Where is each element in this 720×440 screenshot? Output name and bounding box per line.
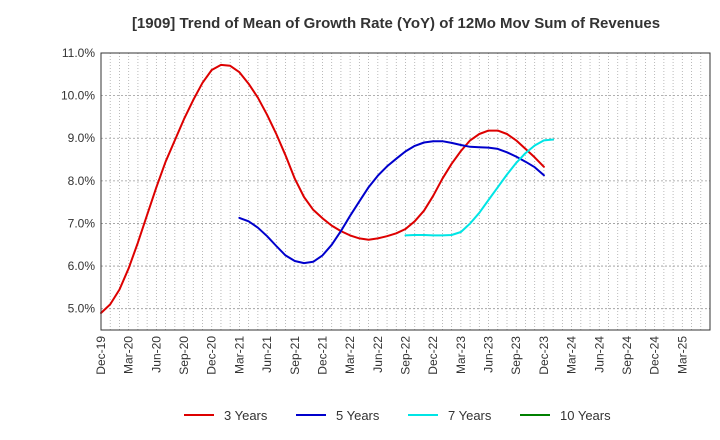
x-tick-label: Sep-23 — [509, 336, 523, 375]
x-axis-ticks: Dec-19 Mar-20 Jun-20 Sep-20 Dec-20 Mar-21 Jun-… — [94, 336, 689, 375]
gridlines — [101, 53, 710, 330]
series-line-7-years — [404, 138, 555, 237]
x-tick-label: Sep-20 — [177, 336, 191, 375]
legend-label: 3 Years — [224, 408, 268, 423]
y-axis-ticks: 5.0% 6.0% 7.0% 8.0% 9.0% 10.0% 11.0% — [61, 46, 95, 316]
x-tick-label: Dec-23 — [537, 336, 551, 375]
plot-border — [100, 52, 711, 331]
x-tick-label: Mar-25 — [675, 336, 689, 374]
legend-label: 7 Years — [448, 408, 492, 423]
x-tick-label: Jun-21 — [260, 336, 274, 373]
x-tick-label: Mar-24 — [565, 336, 579, 374]
x-tick-label: Jun-20 — [149, 336, 163, 373]
y-tick-label: 6.0% — [68, 259, 96, 273]
x-tick-label: Dec-24 — [648, 336, 662, 375]
x-tick-label: Mar-22 — [343, 336, 357, 374]
series-line-5-years — [238, 140, 545, 265]
y-tick-label: 10.0% — [61, 89, 95, 103]
legend-label: 5 Years — [336, 408, 380, 423]
x-tick-label: Sep-22 — [399, 336, 413, 375]
y-tick-label: 11.0% — [62, 46, 95, 60]
x-tick-label: Sep-24 — [620, 336, 634, 375]
x-tick-label: Jun-23 — [482, 336, 496, 373]
x-tick-label: Mar-23 — [454, 336, 468, 374]
x-tick-label: Mar-21 — [232, 336, 246, 374]
series-line-3-years — [100, 63, 545, 314]
legend: 3 Years 5 Years 7 Years 10 Years — [184, 408, 611, 423]
x-tick-label: Jun-24 — [592, 336, 606, 373]
legend-label: 10 Years — [560, 408, 611, 423]
y-tick-label: 5.0% — [68, 302, 96, 316]
x-tick-label: Sep-21 — [288, 336, 302, 375]
x-tick-label: Dec-19 — [94, 336, 108, 375]
x-tick-label: Dec-20 — [205, 336, 219, 375]
series-lines — [100, 63, 555, 314]
x-tick-label: Dec-22 — [426, 336, 440, 375]
x-tick-label: Mar-20 — [122, 336, 136, 374]
y-tick-label: 9.0% — [68, 131, 96, 145]
x-tick-label: Dec-21 — [315, 336, 329, 375]
x-tick-label: Jun-22 — [371, 336, 385, 373]
y-tick-label: 7.0% — [68, 216, 96, 230]
chart-title: [1909] Trend of Mean of Growth Rate (YoY… — [132, 15, 660, 32]
y-tick-label: 8.0% — [68, 174, 96, 188]
